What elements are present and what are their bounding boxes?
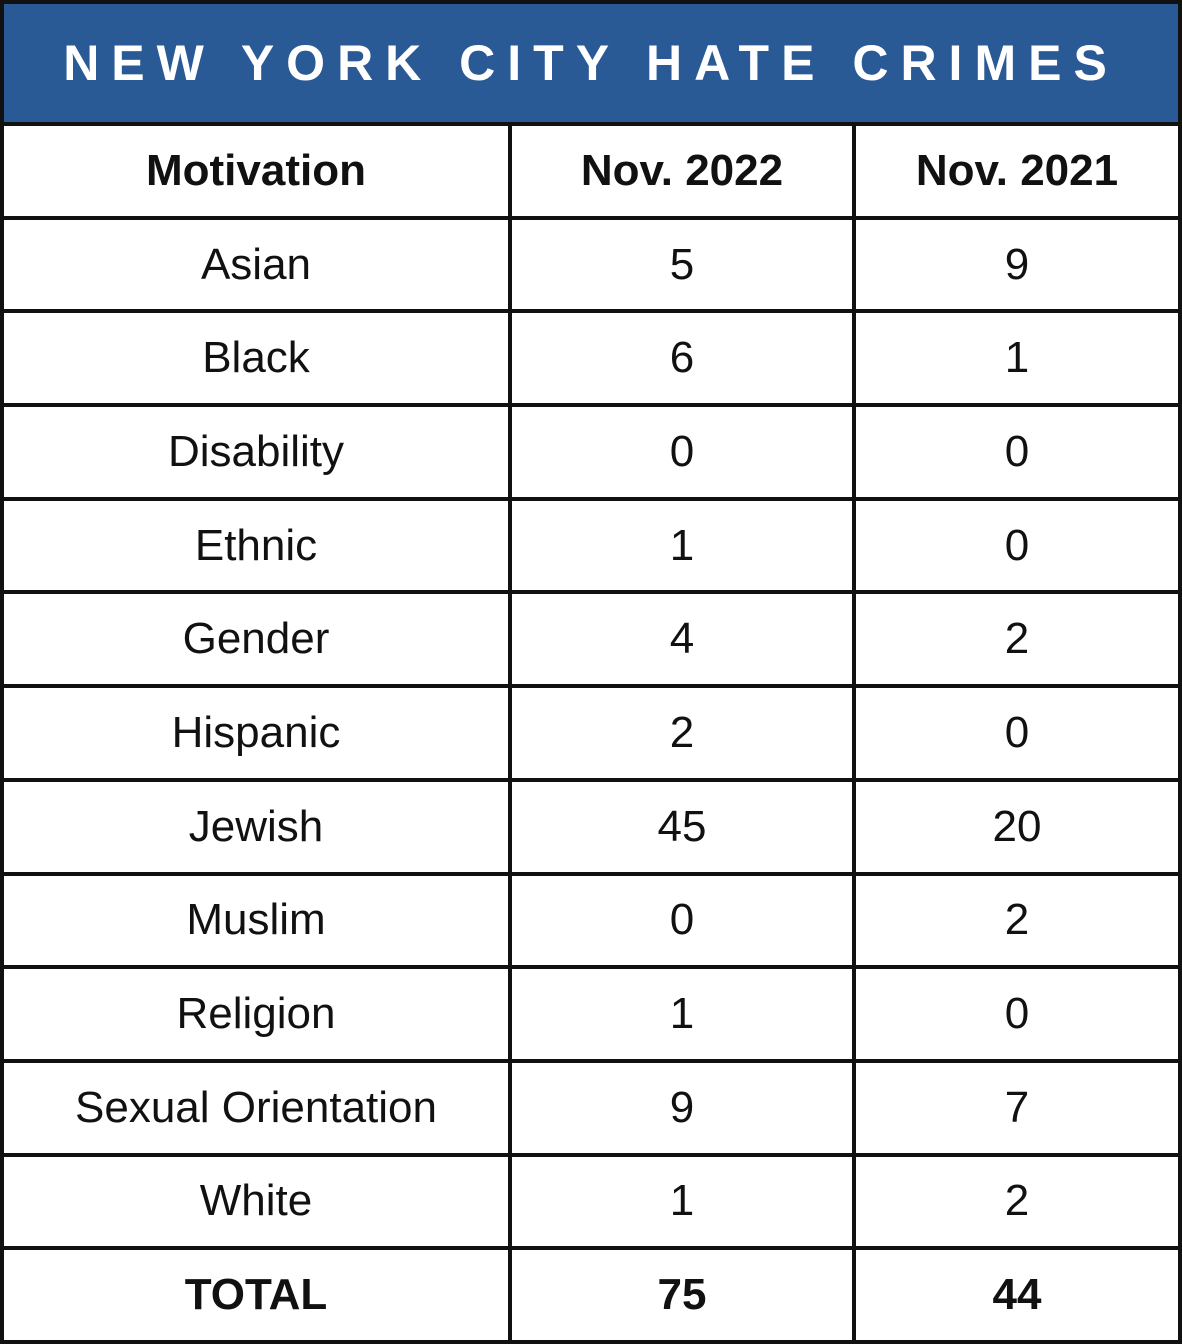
cell-value: 1 (512, 1156, 852, 1247)
row-label: Jewish (4, 781, 508, 872)
cell-value: 45 (512, 781, 852, 872)
column-header: Motivation (4, 126, 508, 216)
row-label: Ethnic (4, 500, 508, 591)
cell-value: 0 (856, 500, 1178, 591)
total-label: TOTAL (4, 1250, 508, 1340)
cell-value: 2 (856, 594, 1178, 685)
cell-value: 0 (856, 688, 1178, 778)
table: Motivation Nov. 2022 Nov. 2021 Asian 5 9 Black… (0, 122, 1182, 1344)
row-label: Disability (4, 407, 508, 497)
row-label: Sexual Orientation (4, 1062, 508, 1153)
cell-value: 0 (512, 407, 852, 497)
cell-value: 2 (512, 688, 852, 778)
total-value: 44 (856, 1250, 1178, 1340)
column-header: Nov. 2021 (856, 126, 1178, 216)
cell-value: 20 (856, 781, 1178, 872)
cell-value: 4 (512, 594, 852, 685)
row-label: Gender (4, 594, 508, 685)
cell-value: 0 (512, 875, 852, 966)
row-label: Hispanic (4, 688, 508, 778)
cell-value: 9 (512, 1062, 852, 1153)
cell-value: 2 (856, 1156, 1178, 1247)
column-header: Nov. 2022 (512, 126, 852, 216)
cell-value: 0 (856, 969, 1178, 1059)
cell-value: 5 (512, 219, 852, 310)
total-value: 75 (512, 1250, 852, 1340)
cell-value: 7 (856, 1062, 1178, 1153)
row-label: White (4, 1156, 508, 1247)
cell-value: 0 (856, 407, 1178, 497)
cell-value: 6 (512, 313, 852, 404)
cell-value: 9 (856, 219, 1178, 310)
row-label: Black (4, 313, 508, 404)
row-label: Muslim (4, 875, 508, 966)
cell-value: 1 (856, 313, 1178, 404)
row-label: Asian (4, 219, 508, 310)
cell-value: 2 (856, 875, 1178, 966)
title: NEW YORK CITY HATE CRIMES (0, 0, 1182, 122)
row-label: Religion (4, 969, 508, 1059)
cell-value: 1 (512, 500, 852, 591)
cell-value: 1 (512, 969, 852, 1059)
